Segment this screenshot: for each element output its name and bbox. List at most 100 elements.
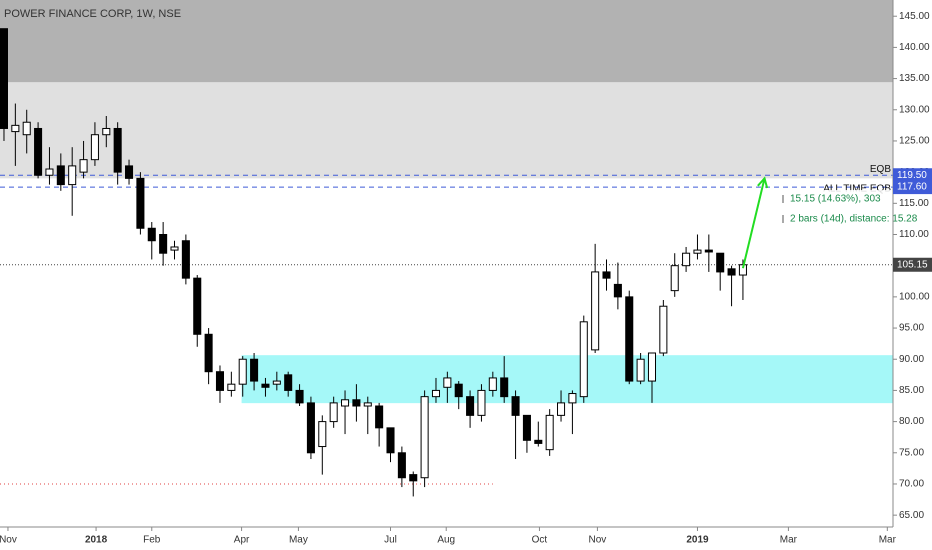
x-tick-label: 2019 xyxy=(686,535,709,546)
candle-body xyxy=(318,421,327,448)
candle-body xyxy=(215,371,225,391)
candle-body xyxy=(159,233,168,254)
x-tick-label: Nov xyxy=(0,535,17,546)
candle-body xyxy=(272,380,281,385)
candle-body xyxy=(22,121,31,136)
candle-body xyxy=(136,177,145,229)
price-line-name: ALL TIME EQB xyxy=(823,184,891,195)
y-tick-label: 100.00 xyxy=(899,292,930,303)
candle-body xyxy=(602,271,611,279)
zone xyxy=(241,355,894,404)
y-tick-label: 135.00 xyxy=(899,73,930,84)
measure-text: 2 bars (14d), distance: 15.28 xyxy=(790,214,918,225)
candle-body xyxy=(568,393,577,404)
x-tick-label: Mar xyxy=(879,535,897,546)
candle-body xyxy=(204,333,213,373)
candle-body xyxy=(636,358,645,382)
candle-body xyxy=(238,358,247,385)
candle-body xyxy=(397,452,406,479)
candle-body xyxy=(68,165,77,186)
arrow xyxy=(741,178,766,269)
candle-body xyxy=(704,249,713,253)
x-tick-label: Jul xyxy=(384,535,397,546)
candle-body xyxy=(352,399,361,407)
candle-body xyxy=(261,383,270,388)
candle-body xyxy=(511,396,520,416)
candle-body xyxy=(647,352,657,382)
candle-body xyxy=(306,402,315,454)
candle-body xyxy=(522,414,531,441)
candle-body xyxy=(431,389,441,398)
candle-body xyxy=(147,227,156,242)
x-tick-label: Feb xyxy=(143,535,161,546)
candle-body xyxy=(250,358,259,382)
candle-body xyxy=(534,439,543,444)
candle-body xyxy=(488,377,497,391)
candle-body xyxy=(0,28,9,129)
y-tick-label: 130.00 xyxy=(899,104,930,115)
candle-body xyxy=(227,383,236,391)
x-tick-label: Aug xyxy=(437,535,455,546)
candle-body xyxy=(125,165,134,179)
arrow-head xyxy=(757,176,769,189)
measure-text: 15.15 (14.63%), 303 xyxy=(790,194,881,205)
candle-body xyxy=(329,402,338,423)
candle-body xyxy=(409,474,418,482)
candle-body xyxy=(363,402,372,407)
y-tick-label: 115.00 xyxy=(899,198,929,209)
candle-body xyxy=(454,383,463,398)
candle-body xyxy=(557,402,566,416)
y-tick-label: 85.00 xyxy=(899,385,924,396)
candle-body xyxy=(170,246,179,251)
candle-body xyxy=(193,277,202,335)
candle-body xyxy=(11,124,20,133)
candle-body xyxy=(477,389,486,416)
candle-body xyxy=(386,427,395,454)
price-tag-label: 117.60 xyxy=(897,182,927,193)
x-tick-label: Oct xyxy=(532,535,548,546)
y-tick-label: 70.00 xyxy=(899,479,924,490)
x-tick-label: 2018 xyxy=(85,535,108,546)
candle-body xyxy=(625,296,634,382)
y-tick-label: 110.00 xyxy=(899,229,929,240)
price-line-name: EQB xyxy=(870,164,891,175)
candle-body xyxy=(659,305,668,354)
candle-body xyxy=(181,240,190,279)
candle-body xyxy=(113,127,122,173)
candle-body xyxy=(90,134,99,161)
candle-body xyxy=(34,127,43,176)
candle-body xyxy=(579,321,588,398)
y-tick-label: 65.00 xyxy=(899,510,924,521)
candle-body xyxy=(727,268,736,276)
y-tick-label: 75.00 xyxy=(899,447,924,458)
candle-body xyxy=(284,374,293,391)
y-tick-label: 90.00 xyxy=(899,354,924,365)
candle-body xyxy=(295,389,304,404)
candle-body xyxy=(670,265,679,292)
y-tick-label: 140.00 xyxy=(899,42,930,53)
candle-body xyxy=(341,399,350,407)
y-tick-label: 125.00 xyxy=(899,136,930,147)
y-tick-label: 80.00 xyxy=(899,416,924,427)
candle-body xyxy=(79,159,88,173)
zone xyxy=(0,82,893,179)
candle-body xyxy=(45,168,54,176)
y-tick-label: 95.00 xyxy=(899,323,924,334)
candle-body xyxy=(716,252,725,273)
candle-body xyxy=(375,405,384,429)
candle-body xyxy=(466,396,475,416)
y-tick-label: 145.00 xyxy=(899,11,930,22)
measure-box xyxy=(775,190,893,230)
x-tick-label: May xyxy=(289,535,308,546)
candle-body xyxy=(682,252,691,267)
candle-body xyxy=(693,249,702,254)
candle-body xyxy=(613,283,622,298)
x-tick-label: Apr xyxy=(234,535,250,546)
zone xyxy=(0,0,893,83)
candle-body xyxy=(500,377,509,398)
x-tick-label: Mar xyxy=(780,535,798,546)
price-tag xyxy=(893,180,932,195)
candle-body xyxy=(56,165,65,186)
candle-body xyxy=(545,414,554,451)
